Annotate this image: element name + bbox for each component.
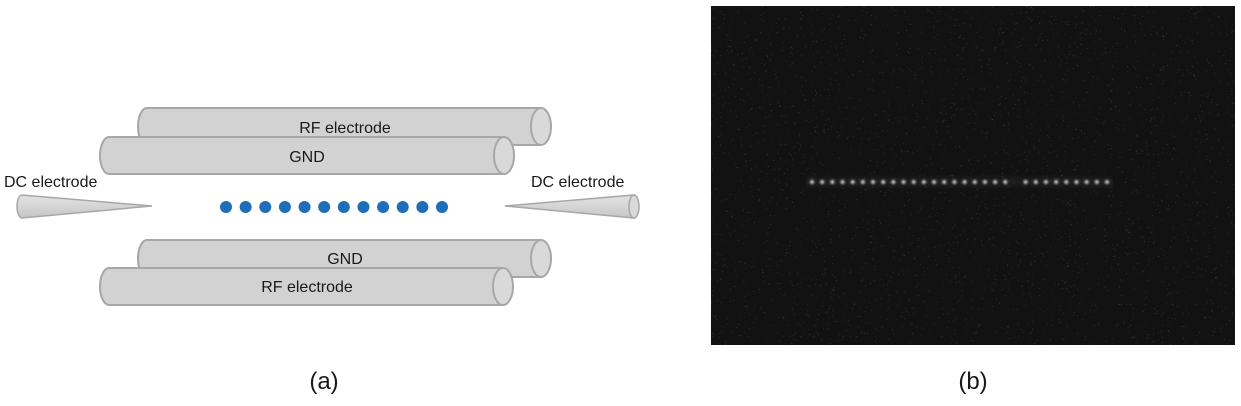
ion-10 [396, 201, 409, 213]
rod-top-front-label: GND [289, 149, 325, 166]
panel-a-caption: (a) [309, 368, 339, 395]
rod-bottom-front-label: RF electrode [261, 279, 353, 296]
rod-bottom-front: RF electrode [99, 267, 514, 306]
ion-fluorescence-image [711, 6, 1235, 345]
panel-b-caption: (b) [958, 368, 988, 395]
ion-2 [239, 201, 252, 213]
rod-top-front: GND [99, 136, 515, 175]
ion-5 [298, 201, 311, 213]
ion-7 [337, 201, 350, 213]
ion-11 [416, 201, 429, 213]
dc-electrode-left-label: DC electrode [4, 174, 97, 191]
ion-6 [318, 201, 331, 213]
dc-electrode-left [16, 194, 153, 219]
dc-electrode-right [504, 194, 640, 219]
ion-chain [220, 201, 448, 213]
rod-bottom-back-label: GND [327, 251, 363, 268]
dc-electrode-right-label: DC electrode [531, 174, 624, 191]
ion-1 [220, 201, 232, 213]
ion-12 [436, 201, 448, 213]
rod-top-back: RF electrode [137, 107, 552, 146]
ion-9 [377, 201, 390, 213]
rod-top-back-label: RF electrode [299, 120, 391, 137]
ion-8 [357, 201, 370, 213]
ion-3 [259, 201, 272, 213]
ion-4 [278, 201, 291, 213]
ion-fluorescence-canvas [711, 6, 1235, 345]
